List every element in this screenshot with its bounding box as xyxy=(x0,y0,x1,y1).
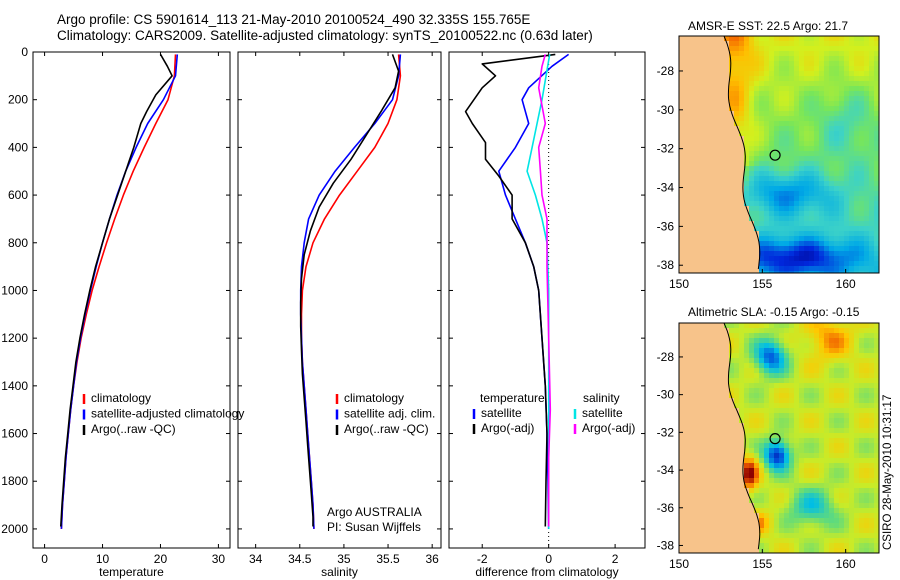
lat-tick-label: -30 xyxy=(657,103,675,117)
lon-tick-label: 155 xyxy=(752,277,772,291)
lat-tick-label: -32 xyxy=(657,425,675,439)
y-tick-label: 1800 xyxy=(1,474,28,488)
argo-annotation-line2: PI: Susan Wijffels xyxy=(327,520,421,534)
x-tick-label: 35 xyxy=(337,552,351,566)
x-tick-label: 34 xyxy=(249,552,263,566)
y-tick-label: 1600 xyxy=(1,427,28,441)
sla-raster xyxy=(679,323,879,553)
x-tick-label: 34.5 xyxy=(288,552,312,566)
x-tick-label: 35.5 xyxy=(376,552,400,566)
series-line-argo-raw-qc- xyxy=(60,53,173,527)
series-line-climatology xyxy=(60,54,177,529)
y-tick-label: 800 xyxy=(8,236,28,250)
legend-item: Argo(-adj) xyxy=(582,421,635,435)
lon-tick-label: 150 xyxy=(669,557,689,571)
salinity-xlabel: salinity xyxy=(321,565,358,579)
lat-tick-label: -38 xyxy=(657,538,675,552)
sst-frame xyxy=(678,35,880,274)
x-tick-label: -2 xyxy=(477,552,488,566)
profile-title-line2: Climatology: CARS2009. Satellite-adjuste… xyxy=(57,28,593,43)
difference-frame xyxy=(448,51,646,549)
float-position-marker xyxy=(769,433,781,445)
temperature-panel: 0 10 20 30 temperature 0 200 400 600 800 1000 1200 1… xyxy=(1,45,231,579)
sla-map: 150 155 160 -28 -30 -32 -34 -36 -38 xyxy=(657,322,880,571)
legend-item: satellite-adjusted climatology xyxy=(91,407,244,421)
lon-tick-label: 150 xyxy=(669,277,689,291)
sst-map-title: AMSR-E SST: 22.5 Argo: 21.7 xyxy=(688,19,849,33)
salinity-frame xyxy=(237,51,442,549)
series-line-satellite-adjusted-climatology xyxy=(60,54,179,529)
difference-xlabel: difference from climatology xyxy=(475,565,618,579)
sla-frame xyxy=(678,322,880,554)
legend-item: Argo(..raw -QC) xyxy=(344,422,429,436)
y-tick-label: 1000 xyxy=(1,283,28,297)
lat-tick-label: -36 xyxy=(657,219,675,233)
y-tick-label: 600 xyxy=(8,188,28,202)
x-tick-label: 2 xyxy=(612,552,619,566)
lat-tick-label: -34 xyxy=(657,181,675,195)
x-tick-label: 30 xyxy=(212,552,226,566)
lon-tick-label: 160 xyxy=(836,557,856,571)
y-tick-label: 2000 xyxy=(1,522,28,536)
legend-item: climatology xyxy=(344,391,404,405)
legend-item: satellite xyxy=(582,406,623,420)
coastline xyxy=(723,35,761,270)
x-tick-label: 36 xyxy=(425,552,439,566)
series-line-temperature-argo-adj- xyxy=(464,53,556,527)
sla-map-title: Altimetric SLA: -0.15 Argo: -0.15 xyxy=(688,305,860,319)
temperature-legend: climatology satellite-adjusted climatolog… xyxy=(82,391,244,436)
y-tick-label: 200 xyxy=(8,93,28,107)
legend-header: temperature xyxy=(480,391,545,405)
salinity-legend: climatology satellite adj. clim.Argo(..ra… xyxy=(335,391,435,436)
lon-tick-label: 155 xyxy=(752,557,772,571)
lat-tick-label: -38 xyxy=(657,258,675,272)
legend-item: satellite xyxy=(481,406,522,420)
legend-item: Argo(-adj) xyxy=(481,421,534,435)
profile-title-line1: Argo profile: CS 5901614_113 21-May-2010… xyxy=(57,12,531,27)
x-tick-label: 0 xyxy=(41,552,48,566)
legend-item: satellite adj. clim. xyxy=(344,407,435,421)
y-tick-label: 400 xyxy=(8,140,28,154)
lat-tick-label: -34 xyxy=(657,463,675,477)
y-tick-label: 1200 xyxy=(1,331,28,345)
temperature-frame xyxy=(32,51,231,549)
y-tick-label: 1400 xyxy=(1,379,28,393)
lon-tick-label: 160 xyxy=(836,277,856,291)
lat-tick-label: -28 xyxy=(657,350,675,364)
series-line-argo-raw-qc- xyxy=(299,54,400,527)
legend-item: Argo(..raw -QC) xyxy=(91,422,176,436)
lat-tick-label: -32 xyxy=(657,142,675,156)
salinity-panel: 34 34.5 35 35.5 36 salinity xyxy=(237,51,442,579)
y-tick-label: 0 xyxy=(21,45,28,59)
difference-legend: temperaturesatelliteArgo(-adj)salinitysa… xyxy=(472,391,635,435)
sst-map: 150 155 160 -28 -30 -32 -34 -36 -38 xyxy=(657,35,880,291)
coastline xyxy=(723,322,761,550)
lat-tick-label: -36 xyxy=(657,501,675,515)
sst-raster xyxy=(679,36,879,273)
x-tick-label: 20 xyxy=(154,552,168,566)
series-line-salinity-argo-adj- xyxy=(537,54,552,527)
x-tick-label: 10 xyxy=(96,552,110,566)
lat-tick-label: -28 xyxy=(657,64,675,78)
legend-item: climatology xyxy=(91,391,151,405)
temperature-xlabel: temperature xyxy=(99,565,164,579)
lat-tick-label: -30 xyxy=(657,388,675,402)
argo-annotation-line1: Argo AUSTRALIA xyxy=(327,505,422,519)
legend-header: salinity xyxy=(583,391,620,405)
float-position-marker xyxy=(769,149,781,161)
x-tick-label: 0 xyxy=(545,552,552,566)
series-line-climatology xyxy=(300,54,402,529)
series-line-temperature-satellite xyxy=(497,53,570,529)
series-line-satellite-adj-clim- xyxy=(299,54,402,529)
